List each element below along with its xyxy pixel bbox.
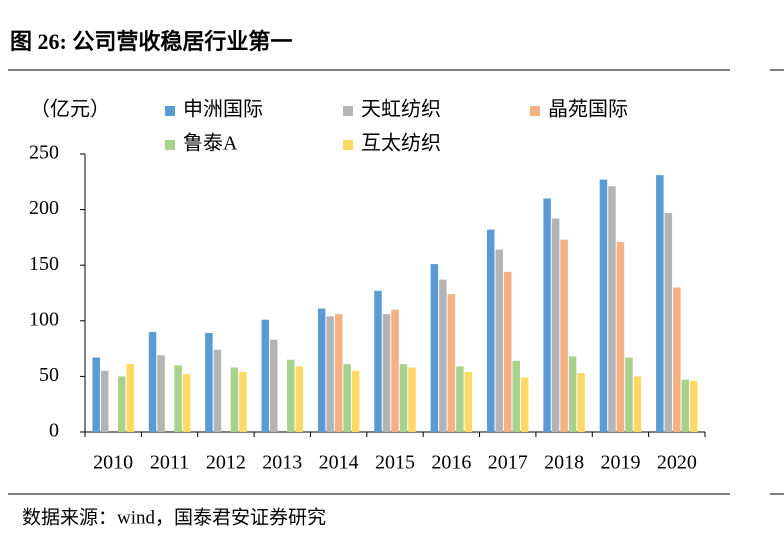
bar: [664, 212, 673, 432]
bar: [430, 264, 439, 432]
x-tick-label: 2012: [206, 452, 246, 474]
bar: [608, 186, 616, 432]
legend-label: 鲁泰A: [183, 132, 238, 155]
bar: [399, 364, 408, 432]
bar: [239, 371, 247, 432]
y-tick-label: 250: [29, 142, 59, 164]
bar: [599, 179, 608, 432]
bar: [512, 360, 520, 432]
legend-swatch: [343, 140, 353, 150]
bar: [295, 366, 304, 432]
bar: [287, 359, 295, 432]
bar: [560, 239, 568, 432]
bar: [100, 370, 109, 432]
bar: [616, 241, 625, 432]
y-tick-label: 50: [39, 364, 59, 386]
chart-title: 图 26: 公司营收稳居行业第一: [10, 29, 292, 54]
bar: [495, 249, 503, 432]
bar: [334, 314, 343, 432]
x-tick-label: 2011: [150, 452, 189, 474]
bar: [656, 175, 664, 433]
bar: [625, 357, 633, 432]
bar: [520, 377, 529, 432]
bar: [326, 316, 334, 432]
legend-swatch: [165, 106, 175, 116]
x-tick-label: 2019: [600, 452, 640, 474]
legend-swatch: [165, 140, 175, 150]
bar: [543, 198, 551, 432]
bar: [486, 229, 495, 432]
bar: [503, 271, 512, 432]
legend-swatch: [530, 106, 540, 116]
x-tick-label: 2014: [319, 452, 359, 474]
x-tick-label: 2016: [431, 452, 471, 474]
bar: [681, 379, 690, 432]
x-tick-label: 2015: [375, 452, 415, 474]
bar: [464, 371, 473, 432]
bar: [182, 374, 191, 432]
x-tick-label: 2020: [657, 452, 697, 474]
bar: [213, 349, 222, 432]
y-tick-label: 100: [29, 308, 59, 330]
bar: [92, 357, 100, 432]
y-tick-label: 150: [29, 253, 59, 275]
y-tick-label: 200: [29, 197, 59, 219]
bar: [351, 370, 360, 432]
bar: [456, 366, 464, 432]
bar: [551, 218, 560, 432]
bar: [633, 376, 642, 432]
x-tick-label: 2010: [93, 452, 133, 474]
bar: [343, 364, 351, 432]
bar: [568, 356, 577, 432]
x-tick-label: 2018: [544, 452, 584, 474]
bar: [126, 364, 134, 432]
bar: [157, 355, 165, 432]
legend-label: 互太纺织: [361, 132, 441, 155]
bar: [230, 367, 239, 432]
bar: [577, 373, 585, 432]
x-tick-label: 2017: [488, 452, 528, 474]
source-note: 数据来源：wind，国泰君安证券研究: [22, 506, 326, 528]
x-tick-label: 2013: [262, 452, 302, 474]
bar: [270, 339, 278, 432]
bar: [690, 380, 698, 432]
bar: [447, 294, 456, 432]
bar: [439, 279, 447, 432]
unit-label: （亿元）: [30, 98, 110, 121]
bar: [374, 290, 382, 432]
bar: [408, 367, 416, 432]
bar: [148, 331, 157, 432]
bar: [205, 333, 213, 432]
bar: [382, 314, 391, 432]
bar: [174, 365, 182, 432]
y-tick-label: 0: [49, 420, 59, 442]
legend-label: 晶苑国际: [548, 98, 628, 121]
legend-swatch: [343, 106, 353, 116]
bar: [117, 376, 126, 432]
bar: [673, 287, 681, 432]
bar: [317, 308, 326, 432]
legend-label: 申洲国际: [183, 98, 263, 121]
bar: [261, 319, 270, 432]
bar: [391, 309, 399, 432]
legend-label: 天虹纺织: [361, 98, 441, 121]
